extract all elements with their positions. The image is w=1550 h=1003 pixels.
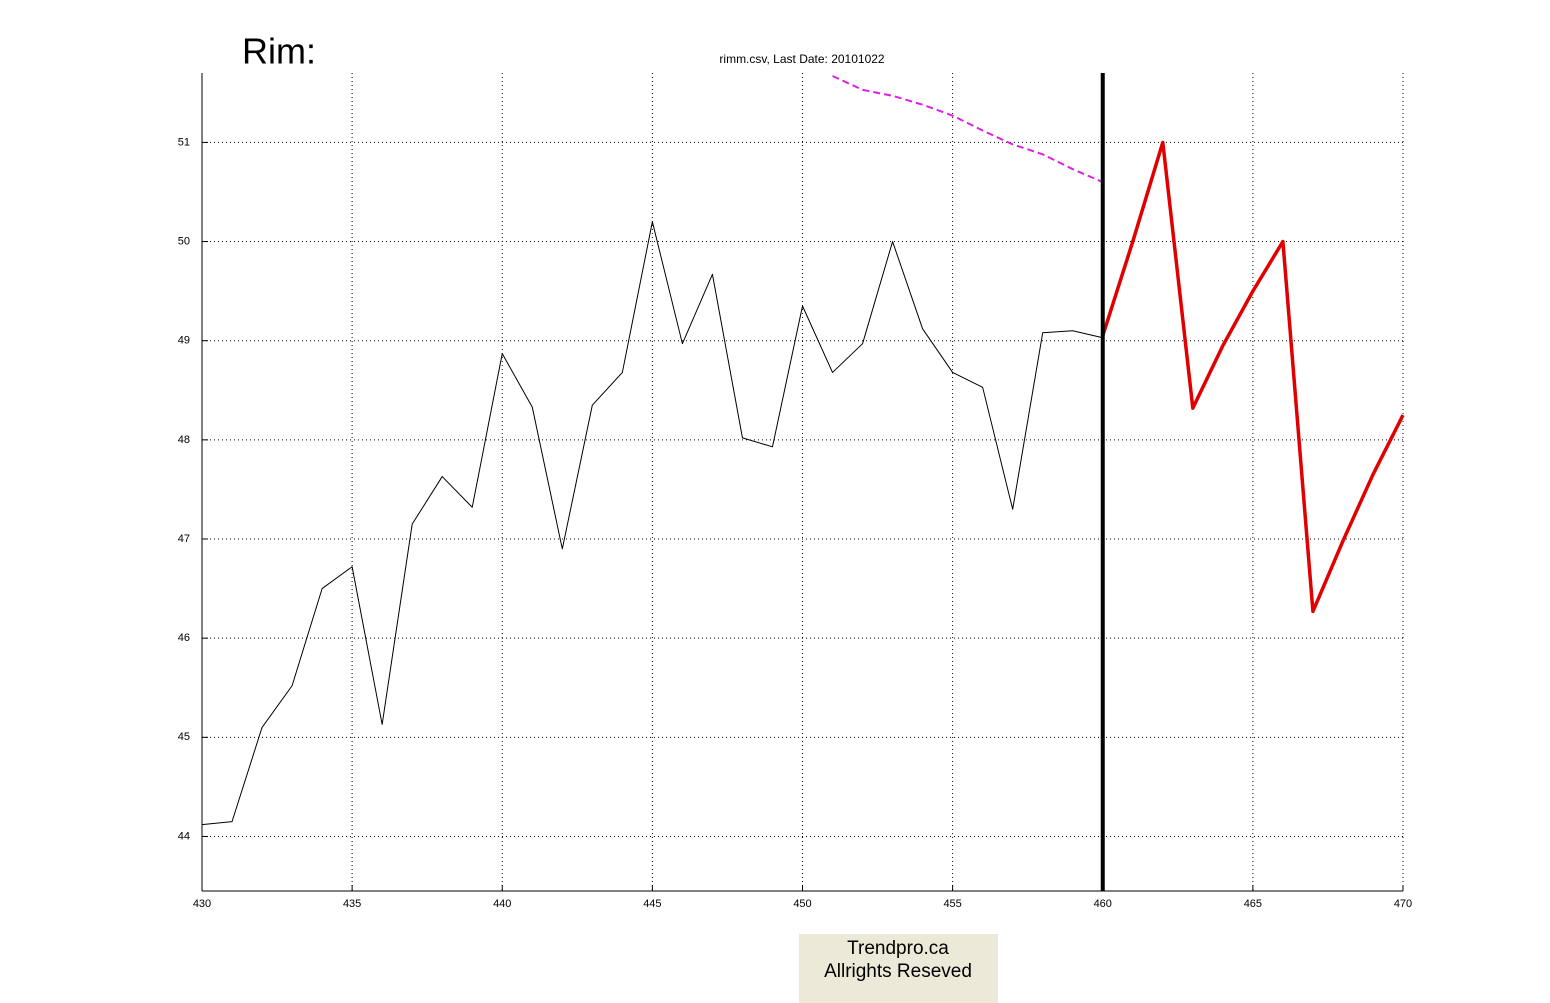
x-tick-label: 445 (643, 898, 661, 910)
y-tick-label: 49 (178, 335, 190, 347)
series-line (832, 75, 1104, 183)
footer-line: Trendpro.ca (847, 938, 949, 959)
y-tick-label: 45 (178, 731, 190, 743)
heading: Rim: (242, 31, 316, 72)
y-tick-label: 50 (178, 235, 190, 247)
chart-title: rimm.csv, Last Date: 20101022 (719, 52, 885, 66)
x-tick-label: 450 (793, 898, 811, 910)
y-tick-label: 48 (178, 434, 190, 446)
x-tick-label: 435 (343, 898, 361, 910)
x-tick-label: 470 (1394, 898, 1412, 910)
series-line (1101, 140, 1405, 614)
y-tick-label: 51 (178, 136, 190, 148)
y-tick-label: 46 (178, 632, 190, 644)
footer-line: Allrights Reseved (824, 961, 972, 982)
x-tick-label: 455 (943, 898, 961, 910)
x-tick-label: 465 (1244, 898, 1262, 910)
series-line (201, 221, 1103, 826)
y-tick-label: 47 (178, 533, 190, 545)
x-tick-label: 440 (493, 898, 511, 910)
y-tick-label: 44 (178, 830, 190, 842)
x-tick-label: 460 (1094, 898, 1112, 910)
footer-box (799, 934, 998, 1003)
x-tick-label: 430 (193, 898, 211, 910)
